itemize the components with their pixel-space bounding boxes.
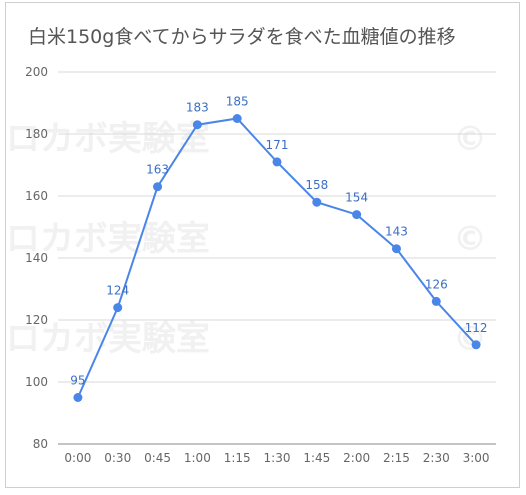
- data-label: 163: [146, 163, 169, 177]
- data-label: 158: [305, 178, 328, 192]
- data-point: [312, 197, 322, 207]
- gridlines: [58, 71, 496, 445]
- data-label: 171: [266, 138, 289, 152]
- data-label: 185: [226, 95, 249, 109]
- y-tick-label: 200: [25, 65, 48, 79]
- data-label: 183: [186, 101, 209, 115]
- x-tick-label: 0:45: [144, 451, 171, 465]
- watermark-text: © ロカボ実験室: [0, 219, 210, 259]
- x-tick-label: 2:15: [383, 451, 410, 465]
- data-point: [431, 296, 441, 306]
- watermark-text: © ロカボ実験室: [0, 119, 210, 159]
- y-tick-label: 180: [25, 127, 48, 141]
- data-point: [471, 340, 481, 350]
- y-tick-label: 120: [25, 313, 48, 327]
- x-tick-label: 0:30: [104, 451, 131, 465]
- data-point: [113, 303, 123, 313]
- watermark-text: ©: [453, 119, 487, 159]
- data-point: [73, 393, 83, 402]
- data-point: [192, 120, 202, 130]
- y-tick-label: 100: [25, 375, 48, 389]
- y-axis-ticks: 80 100 120 140 160 180 200: [25, 65, 48, 451]
- watermark-text: ©: [453, 219, 487, 259]
- y-tick-label: 160: [25, 189, 48, 203]
- data-points: [73, 114, 481, 402]
- data-label: 112: [465, 321, 488, 335]
- data-label: 124: [106, 284, 129, 298]
- data-label: 143: [385, 225, 408, 239]
- data-point: [352, 210, 362, 220]
- chart-title: 白米150g食べてからサラダを食べた血糖値の推移: [28, 26, 456, 48]
- data-point: [232, 114, 242, 123]
- x-axis-ticks: 0:00 0:30 0:45 1:00 1:15 1:30 1:45 2:00 2:15 2:30…: [64, 451, 489, 465]
- chart-frame: [5, 2, 520, 488]
- watermark-text: © ロカボ実験室: [0, 319, 210, 359]
- x-tick-label: 1:45: [303, 451, 330, 465]
- x-tick-label: 0:00: [64, 451, 91, 465]
- data-label: 126: [425, 277, 448, 291]
- x-tick-label: 1:00: [184, 451, 211, 465]
- data-label: 95: [70, 374, 85, 388]
- watermark: © ロカボ実験室©© ロカボ実験室©© ロカボ実験室©: [0, 119, 487, 359]
- data-point: [272, 157, 282, 167]
- data-point: [391, 244, 401, 254]
- data-point: [153, 182, 163, 192]
- x-tick-label: 1:15: [224, 451, 251, 465]
- x-tick-label: 3:00: [463, 451, 490, 465]
- data-label: 154: [345, 191, 368, 205]
- data-labels: 95 124 163 183 185 171 158 154 143 126 112: [70, 95, 487, 388]
- x-tick-label: 2:00: [343, 451, 370, 465]
- y-tick-label: 140: [25, 251, 48, 265]
- x-tick-label: 1:30: [264, 451, 291, 465]
- x-tick-label: 2:30: [423, 451, 450, 465]
- y-tick-label: 80: [33, 437, 48, 451]
